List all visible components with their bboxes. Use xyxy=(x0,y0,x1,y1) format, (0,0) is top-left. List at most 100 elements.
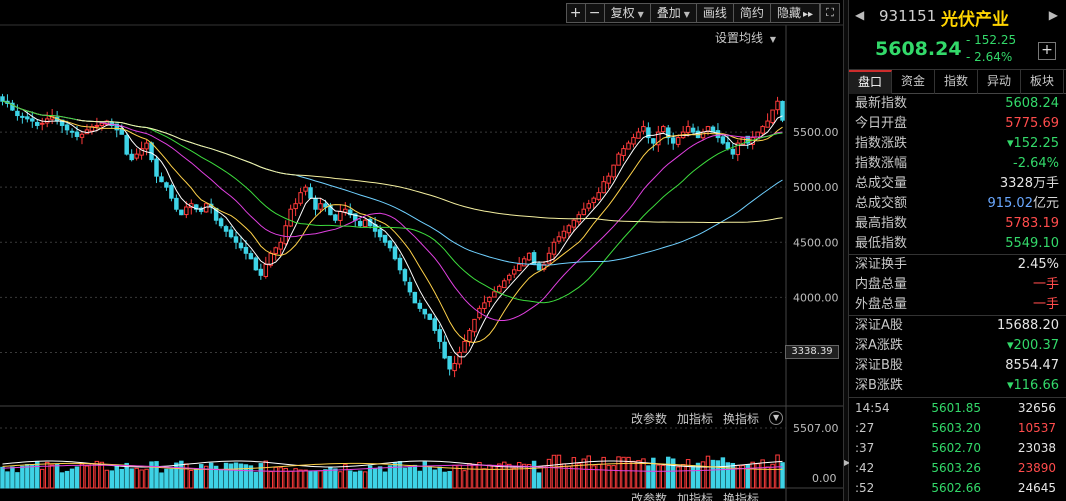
volume-bar xyxy=(472,463,477,489)
tab-4[interactable]: 板块 xyxy=(1021,70,1064,94)
volume-bar xyxy=(442,471,447,489)
volume-bar xyxy=(576,463,582,489)
panel-divider[interactable]: ▶ xyxy=(843,0,851,501)
volume-bar xyxy=(616,456,621,489)
caret-down-icon: ▼ xyxy=(769,35,776,44)
ma-settings-dropdown[interactable]: 设置均线 ▼ xyxy=(715,29,776,46)
volume-bar xyxy=(626,456,631,489)
volume-bar xyxy=(288,470,293,489)
volume-bar xyxy=(0,466,5,489)
candle-body xyxy=(641,126,646,132)
tab-1[interactable]: 资金 xyxy=(892,70,935,94)
volume-bar xyxy=(397,461,403,489)
add-indicator-button[interactable]: 加指标 xyxy=(677,412,714,426)
quote-label: 总成交额 xyxy=(855,196,908,211)
hide-button[interactable]: 隐藏 ▸▸ xyxy=(769,3,820,23)
tick-time: :52 xyxy=(855,481,875,495)
volume-bar xyxy=(695,462,701,489)
candle-body xyxy=(586,203,591,209)
volume-bar xyxy=(114,464,119,489)
candle-body xyxy=(561,230,567,239)
zoom-in-button[interactable]: + xyxy=(565,3,586,23)
quote-value: 5775.69 xyxy=(1005,114,1059,134)
candle-body xyxy=(69,130,75,133)
volume-bar xyxy=(343,464,348,489)
candle-body xyxy=(611,164,616,178)
zoom-out-button[interactable]: − xyxy=(584,3,605,23)
fullscreen-icon[interactable]: ⛶ xyxy=(820,3,840,23)
volume-bar xyxy=(352,471,358,489)
volume-bar xyxy=(35,461,40,489)
collapse-handle-icon[interactable]: ▶ xyxy=(844,458,851,467)
quote-label: 指数涨幅 xyxy=(855,156,908,171)
tab-3[interactable]: 异动 xyxy=(978,70,1021,94)
previous-stock-icon[interactable]: ◀ xyxy=(855,8,865,22)
volume-bar xyxy=(646,465,651,489)
restore-right-dropdown[interactable]: 复权 ▼ xyxy=(603,3,651,23)
switch-indicator-button[interactable]: 换指标 xyxy=(723,412,760,426)
volume-bar xyxy=(437,466,442,489)
change-params-button[interactable]: 改参数 xyxy=(631,412,668,426)
quote-unit: 万手 xyxy=(1032,176,1059,191)
candle-body xyxy=(740,137,746,145)
volume-bar xyxy=(685,459,691,489)
candle-body xyxy=(636,131,641,139)
market-label: 深B涨跌 xyxy=(855,378,903,393)
tick-time: :37 xyxy=(855,441,875,455)
candle-body xyxy=(497,285,502,293)
volume-bar xyxy=(189,469,194,489)
volume-bar xyxy=(526,464,532,489)
kline-chart-area[interactable]: 5500.005000.004500.004000.003500.005507.… xyxy=(0,0,843,501)
tick-list: 14:54 5601.85 32656:27 5603.20 10537:37 5602.… xyxy=(849,397,1066,498)
volume-bar xyxy=(730,462,736,489)
quote-value: 5783.19 xyxy=(1005,214,1059,234)
change-params-button-2[interactable]: 改参数 xyxy=(631,492,668,501)
volume-bar xyxy=(780,462,785,489)
candle-body xyxy=(626,142,631,150)
switch-indicator-button-2[interactable]: 换指标 xyxy=(723,492,760,501)
candle-body xyxy=(447,355,452,370)
draw-line-button[interactable]: 画线 xyxy=(695,3,734,23)
volume-bar xyxy=(641,458,646,489)
tab-2[interactable]: 指数 xyxy=(935,70,978,94)
candle-body xyxy=(651,138,656,144)
volume-bar xyxy=(432,469,437,489)
candle-body xyxy=(487,296,492,303)
turnover-value: 2.45% xyxy=(1018,255,1059,275)
candle-body xyxy=(675,137,681,145)
volume-bar xyxy=(362,471,368,489)
candle-body xyxy=(298,192,303,204)
simple-mode-button[interactable]: 简约 xyxy=(732,3,771,23)
candle-body xyxy=(258,268,264,276)
volume-bar xyxy=(680,464,686,489)
candle-body xyxy=(218,218,224,227)
candle-body xyxy=(656,131,661,146)
candle-body xyxy=(765,120,770,128)
candle-body xyxy=(541,263,547,270)
kline-chart[interactable]: 5500.005000.004500.004000.003500.005507.… xyxy=(0,0,843,501)
volume-bar xyxy=(233,462,239,489)
volume-bar xyxy=(407,466,413,489)
add-indicator-button-2[interactable]: 加指标 xyxy=(677,492,714,501)
candle-body xyxy=(606,175,611,184)
candle-body xyxy=(596,192,601,200)
volume-bar xyxy=(760,459,765,489)
tab-0[interactable]: 盘口 xyxy=(849,70,892,94)
overlay-dropdown[interactable]: 叠加 ▼ xyxy=(649,3,697,23)
market-value-text: ▾200.37 xyxy=(1006,338,1059,353)
tick-volume: 23038 xyxy=(1017,441,1056,455)
quote-label: 最低指数 xyxy=(855,236,908,251)
add-watchlist-button[interactable]: + xyxy=(1038,42,1056,60)
candle-body xyxy=(442,341,447,359)
tick-price: 5603.26 xyxy=(931,461,981,475)
volume-bar xyxy=(179,460,184,489)
tick-price: 5602.66 xyxy=(931,481,981,495)
next-stock-icon[interactable]: ▶ xyxy=(1048,8,1058,22)
candle-body xyxy=(323,203,328,208)
candle-body xyxy=(462,340,467,353)
volume-bar xyxy=(606,464,611,489)
candle-body xyxy=(318,203,323,210)
candle-body xyxy=(179,209,184,216)
chevron-down-icon[interactable]: ▼ xyxy=(769,411,784,425)
panel-tabs: 盘口 资金 指数 异动 板块 xyxy=(849,70,1066,94)
